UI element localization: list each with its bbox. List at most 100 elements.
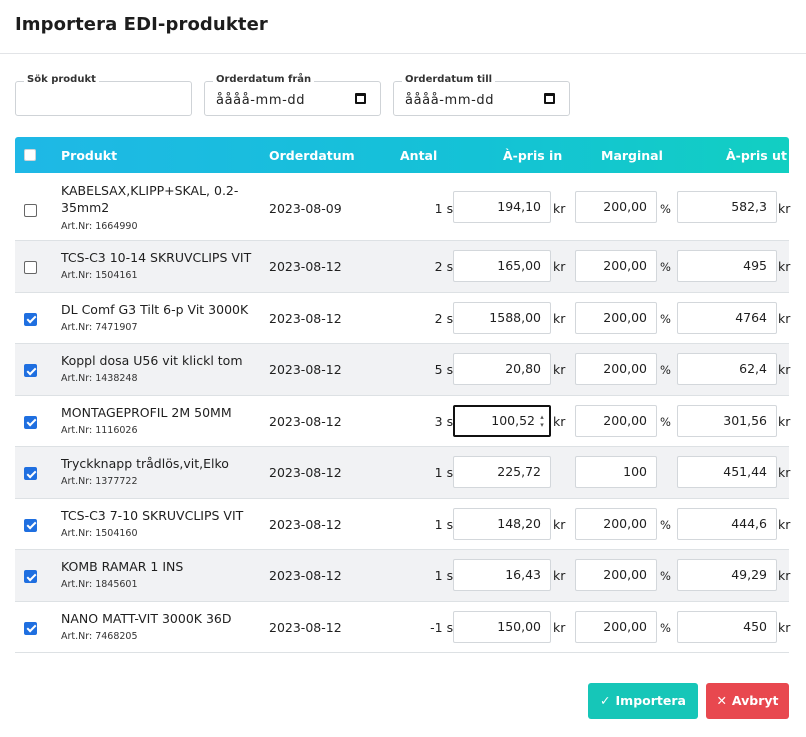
currency-label: kr (553, 619, 566, 635)
price-out-input[interactable]: 301,56 (677, 404, 777, 437)
price-out-input[interactable]: 582,3 (677, 191, 777, 223)
margin-input[interactable]: 200,00 (575, 250, 657, 282)
search-input[interactable] (24, 90, 184, 110)
date-from-field[interactable]: Orderdatum från åååå-mm-dd (204, 74, 381, 116)
table-row: Tryckknapp trådlös,vit,Elko Art.Nr: 1377… (15, 447, 791, 499)
row-checkbox[interactable] (24, 204, 37, 217)
row-checkbox[interactable] (24, 621, 37, 635)
order-date: 2023-08-12 (269, 310, 342, 326)
quantity: -1 st (430, 619, 458, 635)
column-header-price-out: À-pris ut (726, 148, 787, 163)
percent-label: % (660, 202, 671, 216)
quantity: 1 st (434, 516, 458, 532)
quantity: 1 st (434, 201, 458, 216)
quantity: 2 st (434, 310, 458, 326)
price-out-input[interactable]: 4764 (677, 301, 777, 334)
price-out-input[interactable]: 49,29 (677, 559, 777, 591)
article-number: Art.Nr: 1504161 (61, 270, 138, 281)
row-checkbox[interactable] (24, 570, 37, 583)
quantity: 1 st (434, 465, 458, 480)
price-in-input[interactable]: 165,00 (453, 250, 551, 282)
article-number: Art.Nr: 1377722 (61, 476, 138, 487)
currency-label: kr (553, 259, 566, 274)
price-in-input[interactable]: 20,80 (453, 353, 551, 385)
product-name: KABELSAX,KLIPP+SKAL, 0.2-35mm2 (61, 183, 239, 215)
date-from-label: Orderdatum från (213, 74, 315, 85)
quantity: 2 st (434, 259, 458, 274)
product-name: Koppl dosa U56 vit klickl tom (61, 353, 243, 368)
table-row: TCS-C3 7-10 SKRUVCLIPS VIT Art.Nr: 15041… (15, 499, 790, 550)
order-date: 2023-08-12 (269, 516, 342, 532)
table-row: TCS-C3 10-14 SKRUVCLIPS VIT Art.Nr: 1504… (15, 241, 790, 293)
price-in-input[interactable]: 194,10 (453, 191, 551, 223)
column-header-product: Produkt (61, 148, 118, 163)
date-to-value[interactable]: åååå-mm-dd (405, 93, 495, 108)
check-icon: ✓ (600, 693, 611, 708)
date-to-label: Orderdatum till (402, 74, 496, 85)
article-number: Art.Nr: 1845601 (61, 579, 138, 590)
select-all-checkbox[interactable] (24, 149, 36, 161)
percent-label: % (660, 363, 671, 377)
calendar-icon[interactable] (544, 93, 555, 104)
import-button[interactable]: ✓ Importera (588, 683, 698, 719)
spinner-arrows-icon[interactable]: ▴ ▾ (540, 412, 544, 429)
margin-input[interactable]: 200,00 (575, 610, 657, 643)
calendar-icon[interactable] (355, 93, 366, 104)
row-checkbox[interactable] (24, 364, 37, 377)
date-to-field[interactable]: Orderdatum till åååå-mm-dd (393, 74, 570, 116)
price-out-input[interactable]: 444,6 (677, 507, 777, 540)
currency-label: kr (778, 362, 791, 377)
search-product-field[interactable]: Sök produkt (15, 74, 192, 116)
article-number: Art.Nr: 7468205 (61, 630, 138, 642)
row-checkbox[interactable] (24, 518, 37, 532)
price-in-input[interactable]: 16,43 (453, 559, 551, 591)
currency-label: kr (553, 516, 566, 532)
price-in-input[interactable]: 225,72 (453, 456, 551, 488)
date-from-value[interactable]: åååå-mm-dd (216, 93, 306, 108)
quantity: 5 st (434, 362, 458, 377)
margin-input[interactable]: 200,00 (575, 301, 657, 334)
percent-label: % (660, 517, 671, 532)
column-header-quantity: Antal (400, 148, 438, 163)
percent-label: % (660, 569, 671, 583)
order-date: 2023-08-12 (269, 619, 342, 635)
price-out-input[interactable]: 450 (677, 610, 777, 643)
margin-input[interactable]: 200,00 (575, 404, 657, 437)
percent-label: % (660, 620, 671, 635)
currency-label: kr (553, 362, 566, 377)
row-checkbox[interactable] (24, 261, 37, 274)
table-row: MONTAGEPROFIL 2M 50MM Art.Nr: 1116026 20… (15, 396, 790, 447)
row-checkbox[interactable] (24, 415, 37, 429)
margin-input[interactable]: 200,00 (575, 507, 657, 540)
currency-label: kr (778, 465, 791, 480)
table-row: KABELSAX,KLIPP+SKAL, 0.2-35mm2 Art.Nr: 1… (15, 173, 790, 241)
currency-label: kr (778, 619, 791, 635)
order-date: 2023-08-09 (269, 201, 342, 216)
price-out-input[interactable]: 451,44 (677, 456, 777, 488)
currency-label: kr (553, 201, 566, 216)
price-in-input-focused[interactable]: 100,52 ▴ ▾ (453, 404, 551, 437)
price-in-input[interactable]: 150,00 (453, 610, 551, 643)
row-checkbox[interactable] (24, 467, 37, 480)
percent-label: % (660, 260, 671, 274)
table-row: DL Comf G3 Tilt 6-p Vit 3000K Art.Nr: 74… (15, 293, 790, 344)
column-header-order-date: Orderdatum (269, 148, 355, 163)
margin-input[interactable]: 200,00 (575, 353, 657, 385)
price-out-input[interactable]: 62,4 (677, 353, 777, 385)
order-date: 2023-08-12 (269, 413, 342, 429)
margin-input[interactable]: 200,00 (575, 191, 657, 223)
quantity: 1 st (434, 568, 458, 583)
price-out-input[interactable]: 495 (677, 250, 777, 282)
price-in-input[interactable]: 1588,00 (453, 301, 551, 334)
margin-input[interactable]: 100 (575, 456, 657, 488)
search-product-label: Sök produkt (24, 74, 99, 85)
product-name: KOMB RAMAR 1 INS (61, 559, 184, 574)
price-in-input[interactable]: 148,20 (453, 507, 551, 540)
order-date: 2023-08-12 (269, 465, 342, 480)
margin-input[interactable]: 200,00 (575, 559, 657, 591)
cancel-button[interactable]: ✕ Avbryt (706, 683, 789, 719)
order-date: 2023-08-12 (269, 362, 342, 377)
price-in-value[interactable]: 100,52 (491, 412, 535, 428)
article-number: Art.Nr: 1438248 (61, 373, 138, 384)
row-checkbox[interactable] (24, 312, 37, 326)
